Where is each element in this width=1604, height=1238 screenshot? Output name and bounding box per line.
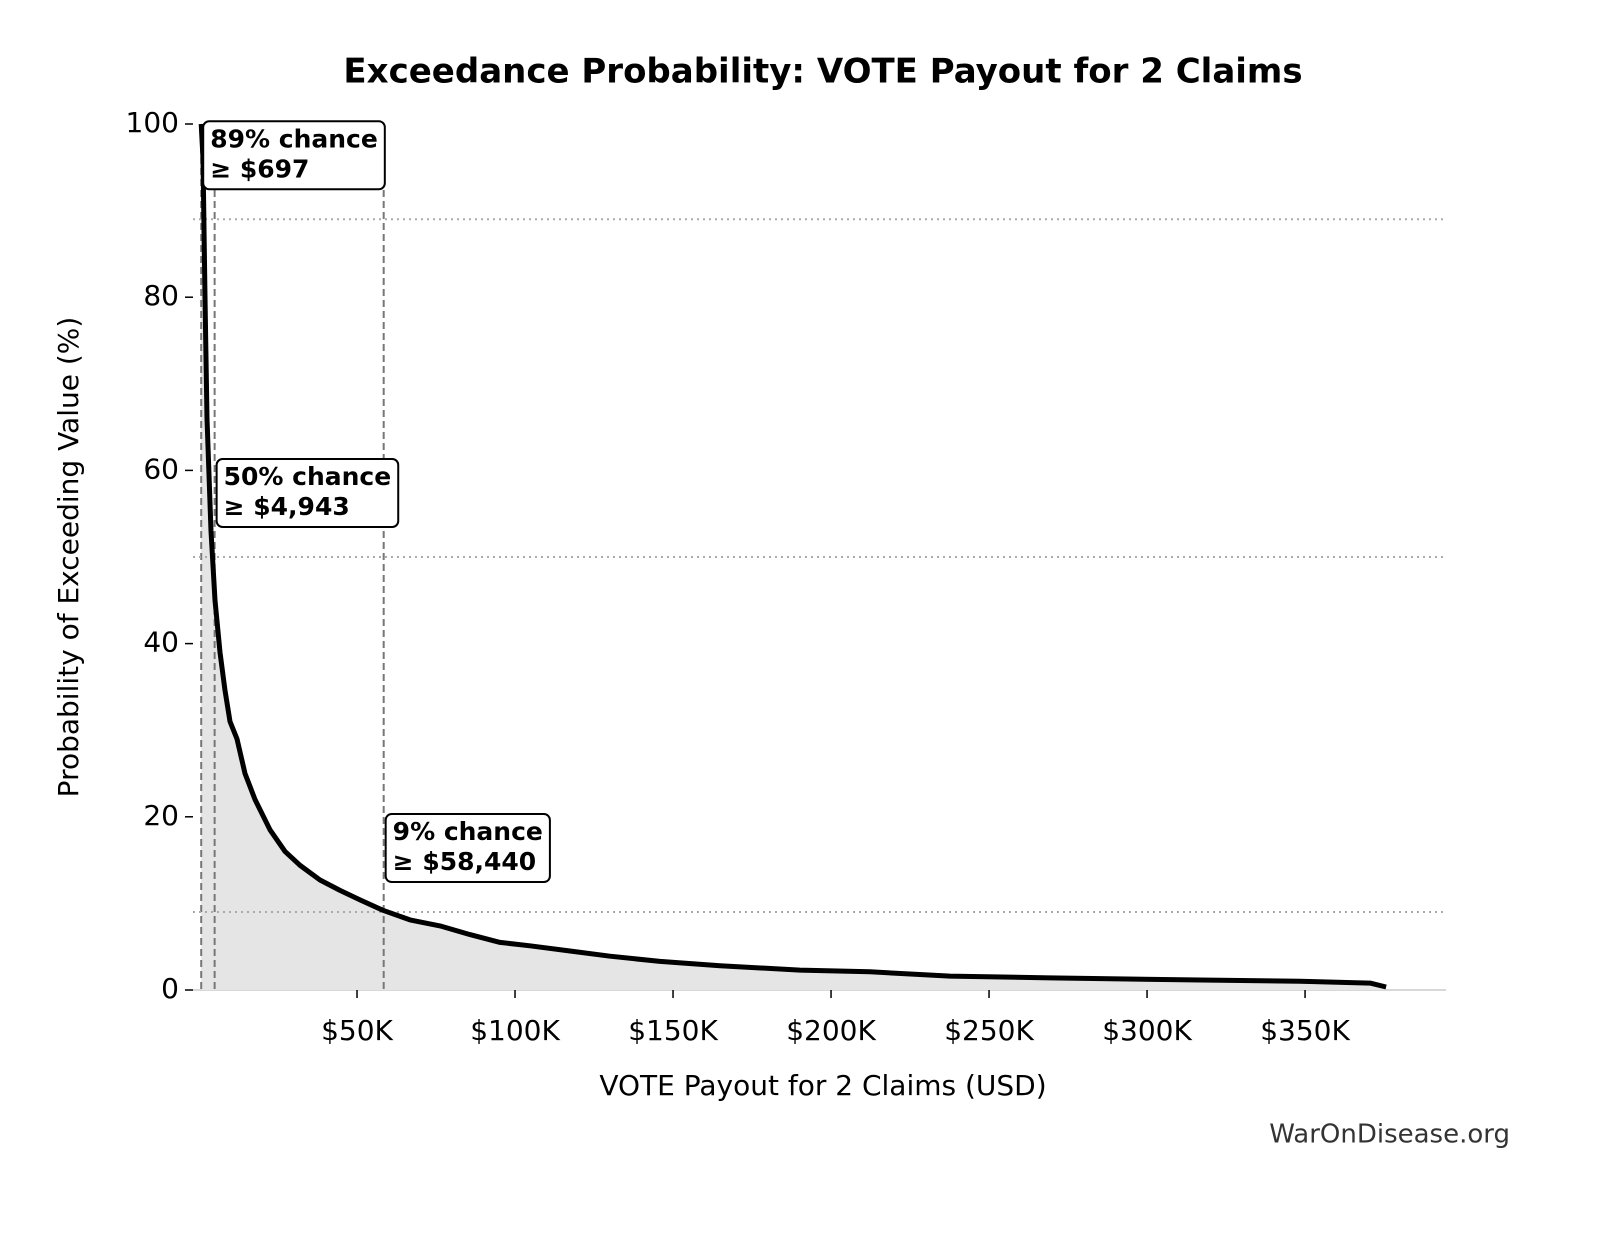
annotation-text: 50% chance (224, 462, 392, 491)
y-tick-label: 40 (143, 626, 179, 659)
x-tick-label: $300K (1102, 1014, 1192, 1047)
annotation-text: 89% chance (210, 124, 378, 153)
x-tick-label: $200K (786, 1014, 876, 1047)
y-tick-label: 0 (161, 972, 179, 1005)
y-tick-label: 20 (143, 799, 179, 832)
source-label: WarOnDisease.org (1269, 1120, 1510, 1150)
annotation-text: ≥ $58,440 (393, 847, 537, 876)
x-tick-label: $100K (470, 1014, 560, 1047)
annotation-box (202, 120, 386, 191)
annotation-text: 9% chance (393, 817, 543, 846)
annotation: 89% chance≥ $697 (202, 120, 386, 191)
annotation: 50% chance≥ $4,943 (215, 458, 400, 528)
x-tick-label: $350K (1260, 1014, 1350, 1047)
x-tick-label: $150K (628, 1014, 718, 1047)
chart-title: Exceedance Probability: VOTE Payout for … (343, 52, 1302, 92)
annotation-text: ≥ $697 (210, 154, 309, 183)
area-fill (201, 124, 1387, 990)
y-tick-label: 80 (143, 279, 179, 312)
x-tick-label: $50K (321, 1014, 393, 1047)
x-tick-label: $250K (944, 1014, 1034, 1047)
y-tick-label: 60 (143, 452, 179, 485)
annotation: 9% chance≥ $58,440 (384, 813, 551, 884)
annotation-box (215, 458, 400, 528)
y-axis-label: Probability of Exceeding Value (%) (52, 317, 85, 798)
annotation-box (384, 813, 551, 884)
y-tick-label: 100 (126, 106, 179, 139)
annotation-text: ≥ $4,943 (224, 492, 350, 521)
exceedance-line (198, 123, 1387, 990)
x-axis-label: VOTE Payout for 2 Claims (USD) (599, 1069, 1046, 1102)
